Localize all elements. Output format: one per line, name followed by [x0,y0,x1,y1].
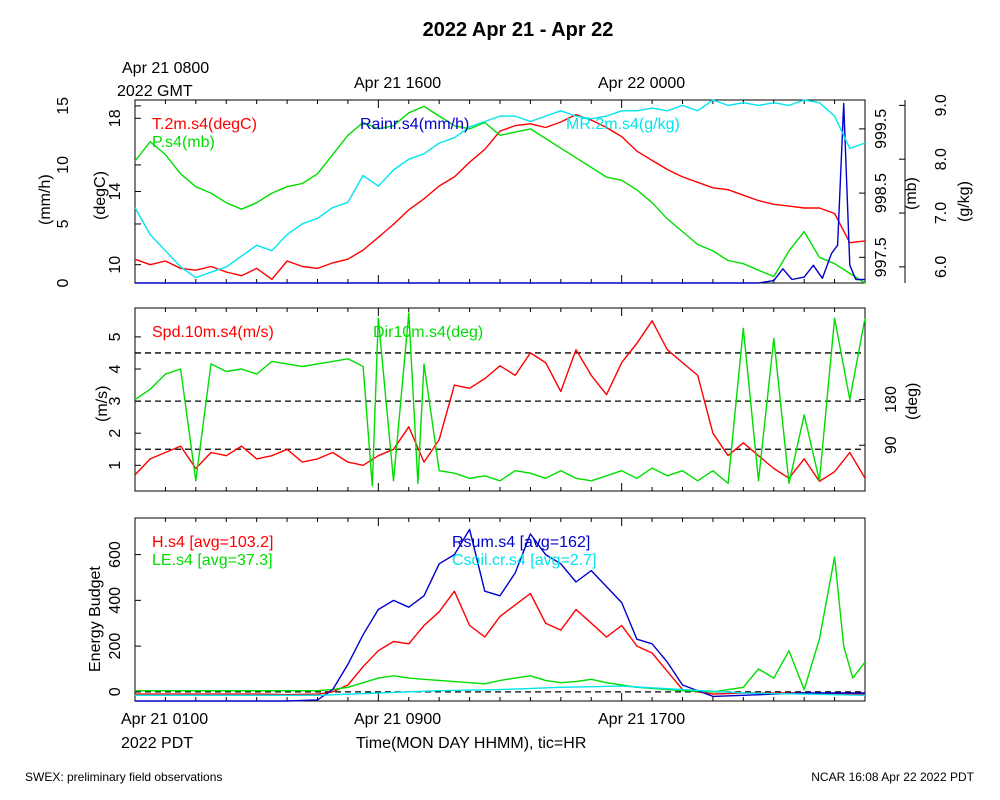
pres-tick-label: 998.5 [873,173,890,213]
top-panel: 0 5 10 15 10 14 18 997.5 998.5 999.5 6.0 7.0 8.0 9.0 [55,94,950,287]
legend-rain-rate: Rainr.s4(mm/h) [360,116,469,133]
bottom-axis-first-label-line1: Apr 21 0100 [121,711,208,728]
series-line-middle-0 [134,320,866,483]
mr-tick-label: 7.0 [933,202,950,224]
middle-panel: 1 2 3 4 5 90 180 [107,308,900,491]
top-axis-label-2: Apr 22 0000 [598,75,685,92]
spd-tick-label: 3 [107,397,124,406]
series-line-middle-1 [134,312,866,487]
top-axis-label-1: Apr 21 1600 [354,75,441,92]
series-line-bottom-3 [135,685,866,696]
bottom-axis-first-label-line2: 2022 PDT [121,735,193,752]
legend-wind-direction: Dir10m.s4(deg) [373,324,483,341]
spd-tick-label: 4 [107,364,124,373]
legend-wind-speed: Spd.10m.s4(m/s) [152,324,274,341]
mr-axis-title: (g/kg) [956,181,973,222]
series-line-bottom-1 [135,556,866,693]
top-axis-first-label-line2: 2022 GMT [117,83,193,100]
rain-tick-label: 0 [55,278,72,287]
series-line-bottom-2 [135,528,865,702]
spd-tick-label: 1 [107,461,124,470]
bottom-panel: 0 200 400 600 [107,518,866,702]
rain-tick-label: 5 [55,219,72,228]
energy-axis-title: Energy Budget [87,566,104,672]
spd-tick-label: 2 [107,429,124,438]
temp-tick-label: 14 [107,183,124,201]
chart-title: 2022 Apr 21 - Apr 22 [423,19,614,41]
top-axis-first-label-line1: Apr 21 0800 [122,60,209,77]
rain-axis-title: (mm/h) [37,174,54,225]
mr-tick-label: 8.0 [933,148,950,170]
spd-axis-title: (m/s) [94,386,111,422]
series-line-top-0 [134,113,866,280]
dir-axis-title: (deg) [904,383,921,420]
energy-tick-label: 400 [107,587,124,614]
energy-tick-label: 600 [107,541,124,568]
temp-axis-title: (degC) [92,171,109,220]
series-line-top-1 [134,105,866,284]
spd-tick-label: 5 [107,332,124,341]
energy-tick-label: 200 [107,633,124,660]
dir-tick-label: 180 [883,386,900,413]
rain-tick-label: 10 [55,156,72,174]
legend-mixing-ratio: MR.2m.s4(g/kg) [566,116,680,133]
legend-pressure: P.s4(mb) [152,134,215,151]
energy-tick-label: 0 [107,687,124,696]
footer-left: SWEX: preliminary field observations [25,770,222,784]
series-line-top-2 [135,102,865,284]
legend-temperature: T.2m.s4(degC) [152,116,257,133]
legend-soil-heat: Csoil.cr.s4 [avg=2.7] [452,552,597,569]
rain-tick-label: 15 [55,97,72,115]
footer-right: NCAR 16:08 Apr 22 2022 PDT [811,770,974,784]
pres-tick-label: 997.5 [873,237,890,277]
bottom-axis-label-2: Apr 21 1700 [598,711,685,728]
pres-tick-label: 999.5 [873,109,890,149]
legend-sensible-heat: H.s4 [avg=103.2] [152,534,273,551]
pres-axis-title: (mb) [903,177,920,210]
x-axis-title: Time(MON DAY HHMM), tic=HR [356,735,586,752]
temp-tick-label: 10 [107,256,124,274]
mr-tick-label: 9.0 [933,94,950,116]
bottom-axis-label-1: Apr 21 0900 [354,711,441,728]
dir-tick-label: 90 [883,436,900,454]
series-line-top-3 [134,99,866,279]
temp-tick-label: 18 [107,109,124,127]
legend-net-radiation: Rsum.s4 [avg=162] [452,534,590,551]
series-line-bottom-0 [135,590,865,696]
mr-tick-label: 6.0 [933,256,950,278]
legend-latent-heat: LE.s4 [avg=37.3] [152,552,273,569]
